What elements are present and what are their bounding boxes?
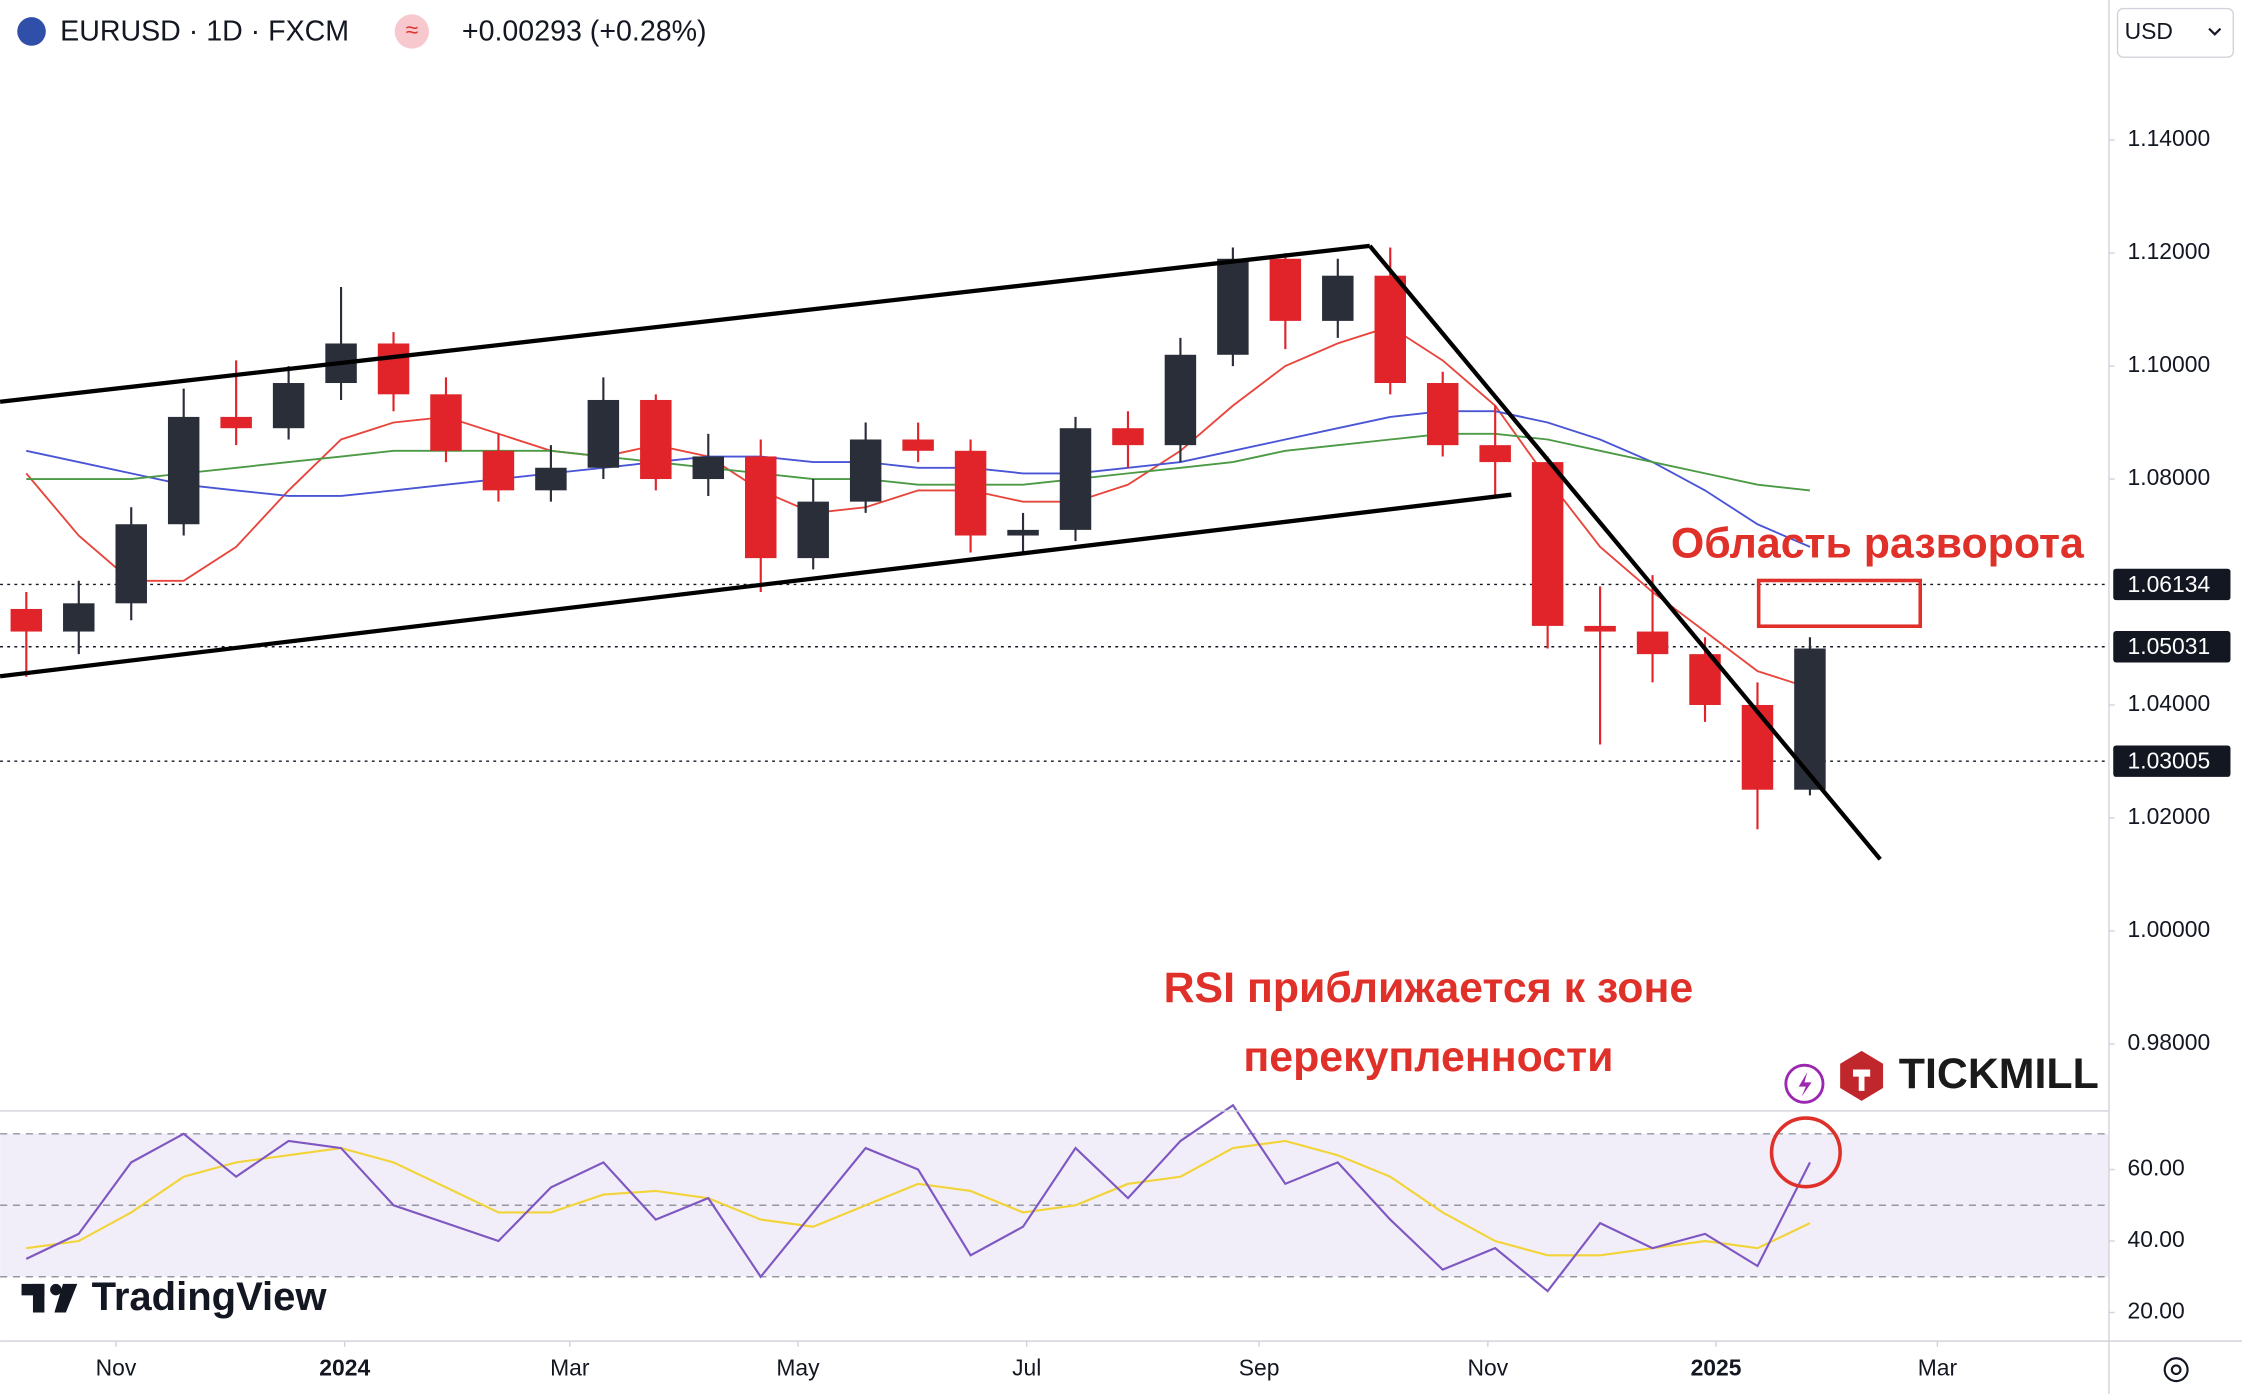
symbol: EURUSD · 1D · FXCM [60,15,349,47]
candle-body [1217,258,1249,355]
annotation: Область разворота [1671,519,2085,567]
candle-body [1636,631,1669,655]
price-level-label: 1.06134 [2128,571,2211,597]
price-change: +0.00293 (+0.28%) [462,15,707,47]
candle-body [797,501,829,559]
candle-body [167,416,200,525]
y-tick-label: 40.00 [2128,1226,2185,1252]
candle-body [1269,258,1302,321]
candle-body [1059,428,1092,530]
candle-body [954,450,987,536]
reversal-zone [1756,578,1923,629]
x-tick-label: Sep [1239,1355,1280,1381]
annotation: RSI приближается к зоне [1164,964,1694,1012]
price-level-badge [2113,631,2231,663]
candle-body [902,439,934,451]
x-tick-label: Jul [1012,1355,1041,1381]
x-tick-label: May [776,1355,820,1381]
candle-body [1741,704,1774,790]
candle-body [63,603,95,632]
tv-logo-mark [50,1283,62,1296]
candle-body [1374,275,1406,384]
x-tick-label: Nov [96,1355,137,1381]
price-level-label: 1.03005 [2128,748,2211,774]
indicator-glyph: ≈ [406,17,419,43]
moving-average [25,325,1811,689]
rsi-line [26,1139,1811,1257]
candle-body [10,608,43,632]
moving-average [26,432,1811,492]
tickmill-logo: TICKMILL [1899,1050,2099,1098]
y-tick-label: 20.00 [2128,1298,2185,1324]
dropdown-arrow [2208,27,2222,36]
y-tick-label: 1.02000 [2128,803,2211,829]
lightning-icon[interactable] [1784,1063,1825,1104]
y-tick-label: 60.00 [2128,1155,2185,1181]
x-tick-label: Mar [1918,1355,1958,1381]
candle-body [1112,428,1144,446]
y-tick-label: 1.12000 [2128,238,2211,264]
settings-icon-center [2170,1364,2182,1376]
rsi-highlight [1769,1116,1842,1189]
y-tick-label: 1.14000 [2128,125,2211,151]
currency: USD [2125,18,2173,44]
candle-body [1164,354,1197,446]
candle-body [1531,462,1564,626]
candle-body [1426,383,1459,446]
x-tick-label: Mar [550,1355,590,1381]
channel-upper [0,243,1371,404]
downtrend-line [1368,244,1882,861]
candle-body [640,399,672,480]
y-tick-label: 0.98000 [2128,1029,2211,1055]
candle-body [849,439,882,502]
candle-body [430,394,462,451]
symbol-flag [17,17,46,46]
price-level-badge [2113,568,2231,601]
lightning-glyph [1798,1072,1812,1097]
candle-body [1479,445,1511,463]
tradingview-logo: TradingView [92,1275,328,1319]
tv-logo-mark [54,1283,78,1313]
candle-body [587,399,620,468]
candle-body [1794,648,1826,790]
x-tick-label: Nov [1468,1355,1509,1381]
candle-body [272,383,305,429]
price-level-badge [2113,745,2231,777]
settings-icon[interactable] [2163,1357,2189,1383]
candle-body [377,343,410,395]
tv-logo-mark [32,1283,45,1313]
y-tick-label: 1.00000 [2128,916,2211,942]
candle-body [1322,275,1354,321]
candle-body [692,456,725,480]
y-tick-label: 1.04000 [2128,690,2211,716]
x-tick-label: 2024 [319,1355,370,1381]
x-tick-label: 2025 [1691,1355,1742,1381]
y-tick-label: 1.08000 [2128,464,2211,490]
annotation: перекупленности [1243,1033,1613,1081]
channel-lower [0,492,1512,679]
price-level-label: 1.05031 [2128,633,2211,659]
candle-body [1007,529,1039,536]
plot-layer [0,247,2109,1293]
candle-body [115,524,147,604]
candle-body [745,456,777,559]
currency-button[interactable] [2116,7,2235,58]
indicator-icon[interactable] [394,14,430,49]
candle-body [220,416,252,429]
candle-body [482,450,515,491]
y-tick-label: 1.10000 [2128,351,2211,377]
rsi-line [25,1103,1811,1293]
tv-logo-mark [21,1283,45,1296]
tickmill-mark [1853,1069,1871,1091]
candle-body [1584,625,1616,632]
candle-body [535,467,567,491]
